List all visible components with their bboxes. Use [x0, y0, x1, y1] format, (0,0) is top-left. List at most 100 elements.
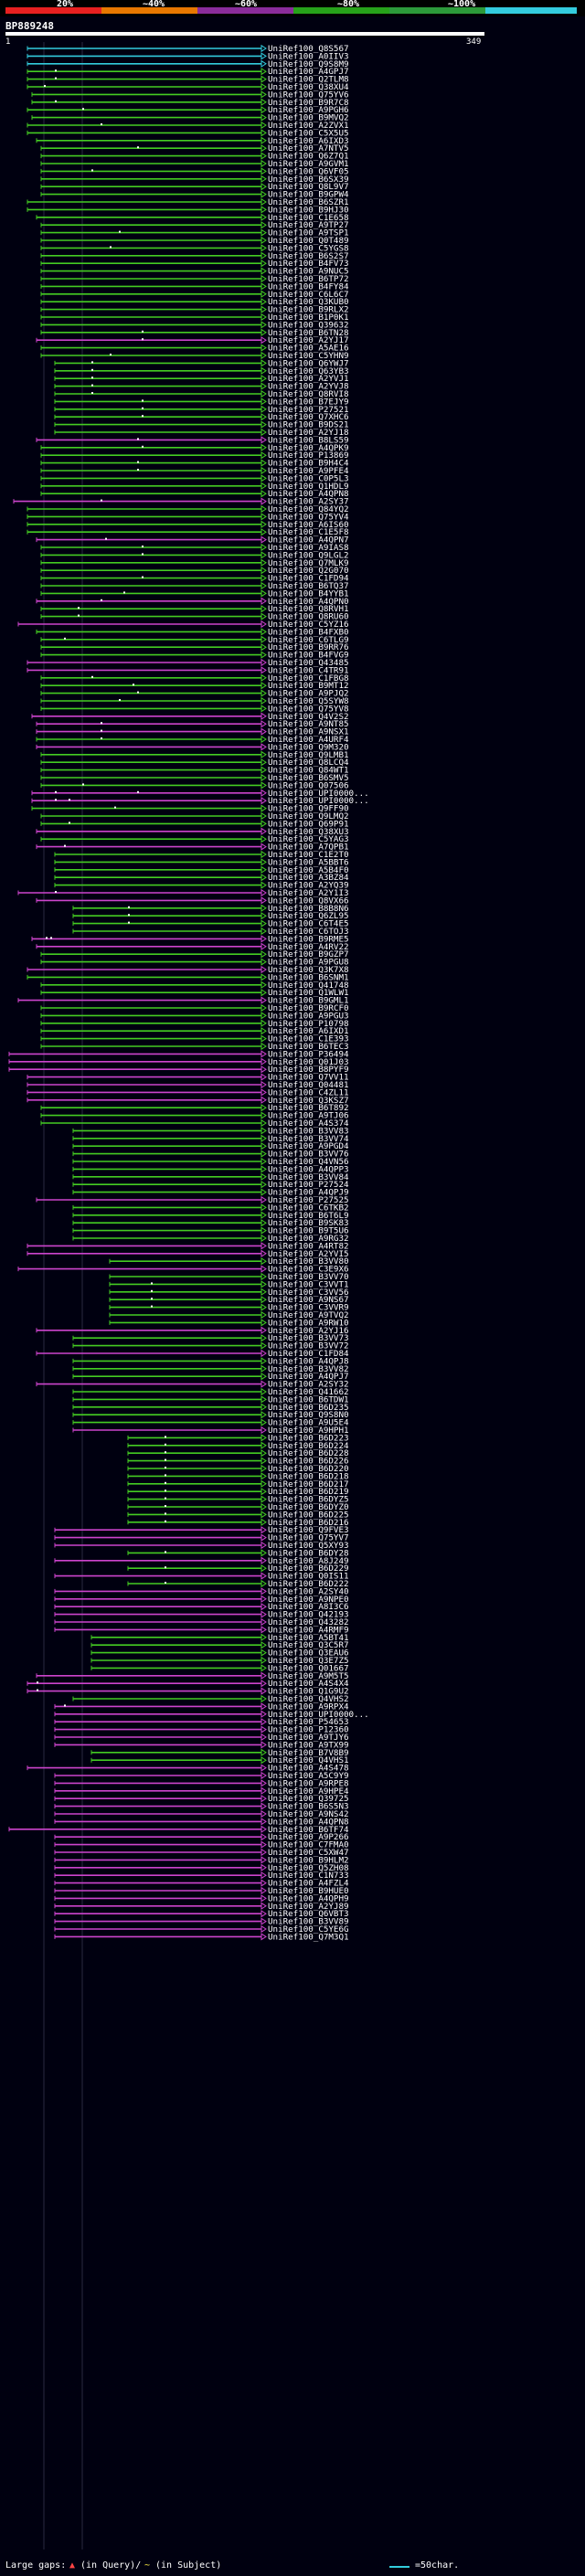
hit-label[interactable]: UniRef100_C1FD84 — [268, 1349, 349, 1359]
hit-row[interactable]: UniRef100_B9HJ30 — [27, 205, 349, 215]
hit-label[interactable]: UniRef100_A5AE16 — [268, 344, 349, 354]
hit-row[interactable]: UniRef100_Q3C5R7 — [90, 1640, 349, 1650]
hit-row[interactable]: UniRef100_B4YYB1 — [40, 588, 349, 599]
hit-label[interactable]: UniRef100_A8J249 — [268, 1556, 349, 1566]
hit-row[interactable]: UniRef100_A9PFE4 — [40, 466, 349, 476]
hit-label[interactable]: UniRef100_B8PYF9 — [268, 1065, 349, 1075]
hit-label[interactable]: UniRef100_Q84YQ2 — [268, 504, 349, 514]
hit-label[interactable]: UniRef100_B9RLX2 — [268, 305, 349, 315]
hit-row[interactable]: UniRef100_Q3K7X8 — [27, 965, 349, 975]
hit-row[interactable]: UniRef100_A9PGH6 — [27, 105, 349, 115]
hit-row[interactable]: UniRef100_B3VV84 — [72, 1172, 349, 1182]
hit-label[interactable]: UniRef100_Q1WLW1 — [268, 988, 349, 998]
hit-label[interactable]: UniRef100_A9NSX1 — [268, 727, 349, 737]
hit-label[interactable]: UniRef100_B6S2S7 — [268, 251, 349, 261]
hit-label[interactable]: UniRef100_B3VV89 — [268, 1917, 349, 1927]
hit-row[interactable]: UniRef100_A4QPK9 — [40, 443, 349, 453]
hit-label[interactable]: UniRef100_A3BZ84 — [268, 873, 349, 883]
hit-row[interactable]: UniRef100_B9RLX2 — [40, 305, 349, 315]
hit-row[interactable]: UniRef100_A4FZL4 — [54, 1879, 349, 1889]
hit-row[interactable]: UniRef100_C5YE6G — [54, 1924, 349, 1935]
hit-label[interactable]: UniRef100_A9NUC5 — [268, 267, 349, 277]
hit-row[interactable]: UniRef100_Q5XY93 — [54, 1541, 349, 1551]
hit-label[interactable]: UniRef100_Q75YV4 — [268, 512, 349, 522]
hit-label[interactable]: UniRef100_C6T4E5 — [268, 919, 349, 929]
hit-label[interactable]: UniRef100_Q8L9V7 — [268, 182, 349, 192]
hit-label[interactable]: UniRef100_B6TP72 — [268, 274, 349, 284]
hit-label[interactable]: UniRef100_Q8RVH1 — [268, 604, 349, 614]
hit-label[interactable]: UniRef100_A4QPH9 — [268, 1893, 349, 1903]
hit-label[interactable]: UniRef100_Q5ZH08 — [268, 1863, 349, 1873]
hit-label[interactable]: UniRef100_B9DS21 — [268, 420, 349, 430]
hit-row[interactable]: UniRef100_B9GPW4 — [40, 190, 349, 200]
hit-label[interactable]: UniRef100_A4RV22 — [268, 942, 349, 952]
hit-row[interactable]: UniRef100_C1FBG8 — [40, 673, 349, 684]
hit-row[interactable]: UniRef100_Q6ZL95 — [72, 911, 349, 921]
hit-row[interactable]: UniRef100_A7QPB1 — [36, 843, 349, 853]
hit-label[interactable]: UniRef100_Q7XHC6 — [268, 412, 349, 422]
hit-label[interactable]: UniRef100_A4RMF9 — [268, 1625, 349, 1635]
hit-row[interactable]: UniRef100_Q84WT1 — [40, 766, 349, 776]
hit-label[interactable]: UniRef100_P12360 — [268, 1725, 349, 1735]
hit-label[interactable]: UniRef100_B6D226 — [268, 1457, 349, 1467]
hit-row[interactable]: UniRef100_A2YVI5 — [27, 1249, 349, 1259]
hit-label[interactable]: UniRef100_C5YE6G — [268, 1924, 349, 1935]
hit-row[interactable]: UniRef100_B6TP72 — [40, 274, 349, 284]
hit-row[interactable]: UniRef100_B6DYZ0 — [127, 1502, 349, 1512]
hit-row[interactable]: UniRef100_B6D229 — [127, 1564, 349, 1574]
hit-label[interactable]: UniRef100_C5YGS8 — [268, 243, 349, 253]
hit-row[interactable]: UniRef100_Q0T489 — [40, 236, 349, 246]
hit-row[interactable]: UniRef100_A9HPH1 — [72, 1426, 349, 1436]
hit-label[interactable]: UniRef100_B3VV70 — [268, 1272, 349, 1282]
hit-row[interactable]: UniRef100_Q75YV4 — [27, 512, 349, 522]
hit-row[interactable]: UniRef100_C5X5U5 — [27, 128, 349, 138]
hit-row[interactable]: UniRef100_Q9FF90 — [31, 804, 349, 814]
hit-row[interactable]: UniRef100_A4URF4 — [36, 735, 349, 745]
hit-row[interactable]: UniRef100_C4TR91 — [27, 665, 349, 675]
hit-row[interactable]: UniRef100_Q41662 — [72, 1387, 349, 1397]
hit-label[interactable]: UniRef100_Q8RVI8 — [268, 389, 349, 399]
hit-label[interactable]: UniRef100_A9U5E4 — [268, 1418, 349, 1428]
hit-label[interactable]: UniRef100_B6D235 — [268, 1403, 349, 1413]
hit-row[interactable]: UniRef100_C6T4E5 — [72, 919, 349, 929]
hit-row[interactable]: UniRef100_P13869 — [40, 451, 349, 461]
hit-row[interactable]: UniRef100_Q8RVI8 — [54, 389, 349, 399]
hit-row[interactable]: UniRef100_B6D219 — [127, 1487, 349, 1497]
hit-row[interactable]: UniRef100_A2YJ89 — [54, 1902, 349, 1912]
hit-label[interactable]: UniRef100_A9PGD4 — [268, 1141, 349, 1151]
hit-label[interactable]: UniRef100_C1E393 — [268, 1034, 349, 1044]
hit-row[interactable]: UniRef100_B6D225 — [127, 1510, 349, 1520]
hit-row[interactable]: UniRef100_B6S2S7 — [40, 251, 349, 261]
hit-label[interactable]: UniRef100_A2YVJ8 — [268, 382, 349, 392]
hit-label[interactable]: UniRef100_Q1G9U2 — [268, 1687, 349, 1697]
hit-row[interactable]: UniRef100_Q9LMB1 — [40, 750, 349, 760]
hit-label[interactable]: UniRef100_Q3C5R7 — [268, 1640, 349, 1650]
hit-row[interactable]: UniRef100_C6TKB2 — [72, 1203, 349, 1213]
hit-row[interactable]: UniRef100_B9HUE0 — [54, 1886, 349, 1896]
hit-label[interactable]: UniRef100_B6DY28 — [268, 1548, 349, 1558]
hit-label[interactable]: UniRef100_A7QPB1 — [268, 843, 349, 853]
hit-row[interactable]: UniRef100_Q9LGL2 — [40, 550, 349, 560]
hit-label[interactable]: UniRef100_A9PGH6 — [268, 105, 349, 115]
hit-label[interactable]: UniRef100_B6TDW1 — [268, 1394, 349, 1405]
hit-label[interactable]: UniRef100_Q41662 — [268, 1387, 349, 1397]
hit-label[interactable]: UniRef100_Q9M320 — [268, 742, 349, 752]
hit-row[interactable]: UniRef100_C3E9X6 — [17, 1265, 349, 1275]
hit-label[interactable]: UniRef100_A6IXD1 — [268, 1026, 349, 1036]
hit-label[interactable]: UniRef100_B6D228 — [268, 1448, 349, 1458]
hit-row[interactable]: UniRef100_P10798 — [40, 1019, 349, 1029]
hit-row[interactable]: UniRef100_A4QPJ7 — [72, 1372, 349, 1382]
hit-row[interactable]: UniRef100_A9NSX1 — [36, 727, 349, 737]
hit-label[interactable]: UniRef100_Q9LGL2 — [268, 550, 349, 560]
hit-row[interactable]: UniRef100_Q75YV8 — [40, 704, 349, 714]
hit-label[interactable]: UniRef100_B3VV73 — [268, 1333, 349, 1343]
hit-label[interactable]: UniRef100_Q6ZL95 — [268, 911, 349, 921]
hit-label[interactable]: UniRef100_Q43282 — [268, 1617, 349, 1627]
hit-row[interactable]: UniRef100_A4QPJ9 — [72, 1188, 349, 1198]
hit-row[interactable]: UniRef100_Q5ZH08 — [54, 1863, 349, 1873]
hit-label[interactable]: UniRef100_B6TN28 — [268, 328, 349, 338]
hit-row[interactable]: UniRef100_B6T6L9 — [72, 1211, 349, 1221]
hit-label[interactable]: UniRef100_Q0IS11 — [268, 1572, 349, 1582]
hit-label[interactable]: UniRef100_Q8RU60 — [268, 612, 349, 622]
hit-row[interactable]: UniRef100_B9RCF0 — [40, 1003, 349, 1013]
